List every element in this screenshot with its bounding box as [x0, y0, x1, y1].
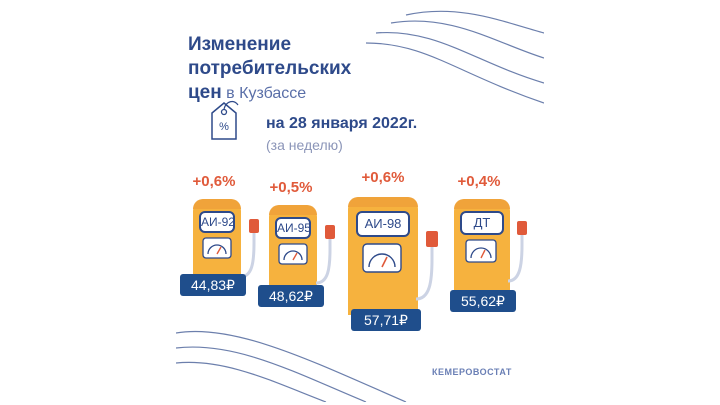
nozzle-icon [415, 231, 438, 301]
fuel-label-dt: ДТ [460, 211, 504, 235]
fuel-label-ai95: АИ-95 [275, 217, 311, 239]
gauge-icon [465, 239, 497, 263]
price-tag-icon: % [211, 100, 239, 140]
title-line2: потребительских [188, 58, 352, 79]
change-dt: +0,4% [457, 173, 501, 190]
gauge-icon [362, 243, 402, 273]
price-ai92: 44,83₽ [180, 274, 246, 296]
nozzle-icon [507, 221, 527, 283]
price-dt: 55,62₽ [450, 290, 516, 312]
fuel-label-ai92: АИ-92 [199, 211, 235, 233]
change-ai92: +0,6% [192, 173, 236, 190]
title-line3-bold: цен [188, 82, 222, 103]
pump-body: АИ-95 [269, 205, 317, 291]
report-date: на 28 января 2022г. [266, 115, 418, 132]
title-line1: Изменение [188, 34, 292, 55]
kemerovostat-logo: КЕМЕРОВОСТАТ [432, 367, 512, 377]
report-period: (за неделю) [266, 137, 343, 153]
svg-text:%: % [219, 121, 229, 133]
price-ai98: 57,71₽ [351, 309, 421, 331]
change-ai95: +0,5% [269, 179, 313, 196]
decorative-lines [176, 10, 544, 402]
price-ai95: 48,62₽ [258, 285, 324, 307]
nozzle-icon [315, 225, 335, 285]
title-line3-light: в Кузбассе [221, 85, 307, 102]
gauge-icon [278, 243, 308, 265]
pump-body: ДТ [454, 199, 510, 295]
pump-body: АИ-98 [348, 197, 418, 315]
infographic-card: Изменение потребительских цен в Кузбассе… [176, 3, 544, 402]
change-ai98: +0,6% [361, 169, 405, 186]
page-title: Изменение потребительских цен в Кузбассе [188, 33, 418, 106]
fuel-label-ai98: АИ-98 [356, 211, 410, 237]
nozzle-icon [239, 219, 259, 279]
gauge-icon [202, 237, 232, 259]
